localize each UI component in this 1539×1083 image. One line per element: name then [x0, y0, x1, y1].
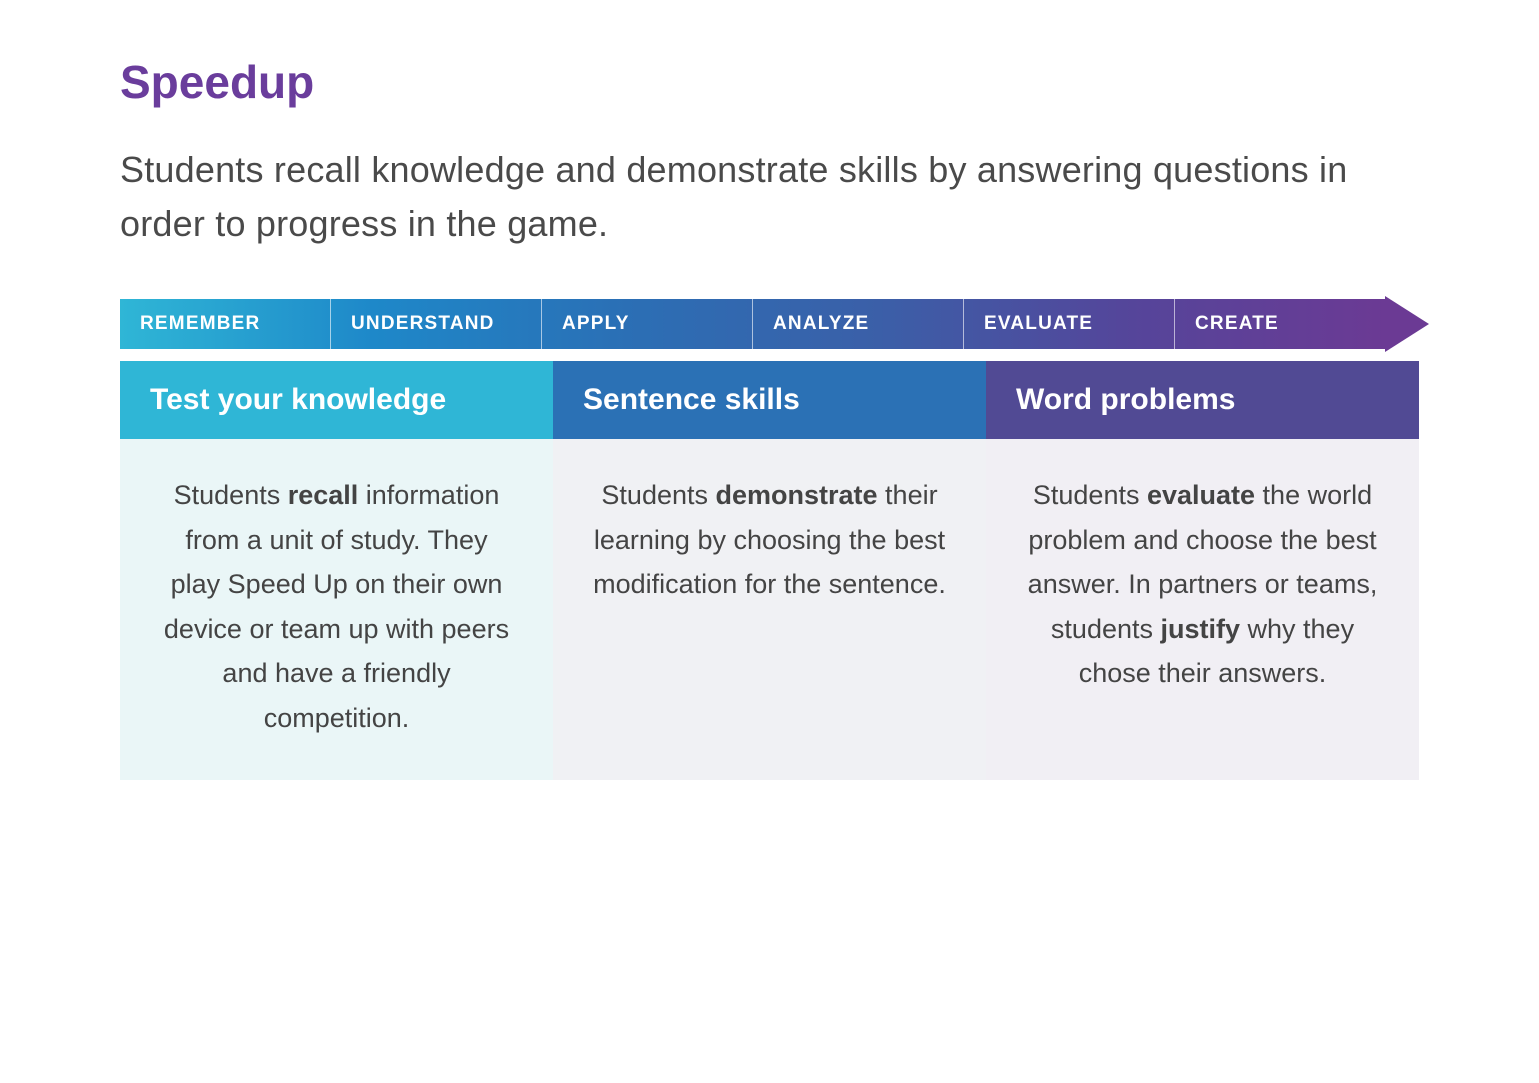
column-sentence-skills: Sentence skills Students demonstrate the… [553, 361, 986, 780]
arrow-label-analyze: ANALYZE [753, 299, 963, 349]
column-body: Students recall information from a unit … [120, 439, 553, 780]
arrow-head-icon [1385, 296, 1429, 352]
taxonomy-arrow: REMEMBER UNDERSTAND APPLY ANALYZE EVALUA… [120, 297, 1419, 351]
page-root: Speedup Students recall knowledge and de… [0, 0, 1539, 780]
column-header: Test your knowledge [120, 361, 553, 439]
arrow-label-evaluate: EVALUATE [964, 299, 1174, 349]
arrow-label-apply: APPLY [542, 299, 752, 349]
columns-row: Test your knowledge Students recall info… [120, 361, 1419, 780]
column-test-your-knowledge: Test your knowledge Students recall info… [120, 361, 553, 780]
column-body: Students demonstrate their learning by c… [553, 439, 986, 780]
arrow-label-remember: REMEMBER [120, 299, 330, 349]
column-body: Students evaluate the world problem and … [986, 439, 1419, 780]
page-title: Speedup [120, 55, 1419, 109]
page-subtitle: Students recall knowledge and demonstrat… [120, 143, 1419, 251]
column-header: Word problems [986, 361, 1419, 439]
column-header: Sentence skills [553, 361, 986, 439]
column-word-problems: Word problems Students evaluate the worl… [986, 361, 1419, 780]
arrow-label-understand: UNDERSTAND [331, 299, 541, 349]
arrow-label-create: CREATE [1175, 299, 1385, 349]
arrow-bar: REMEMBER UNDERSTAND APPLY ANALYZE EVALUA… [120, 299, 1385, 349]
